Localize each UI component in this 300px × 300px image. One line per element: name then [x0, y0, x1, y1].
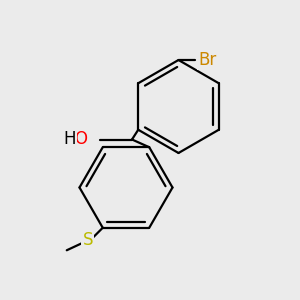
Text: S: S [82, 231, 93, 249]
Text: H: H [63, 130, 76, 148]
Text: Br: Br [198, 51, 216, 69]
Text: O: O [74, 130, 87, 148]
